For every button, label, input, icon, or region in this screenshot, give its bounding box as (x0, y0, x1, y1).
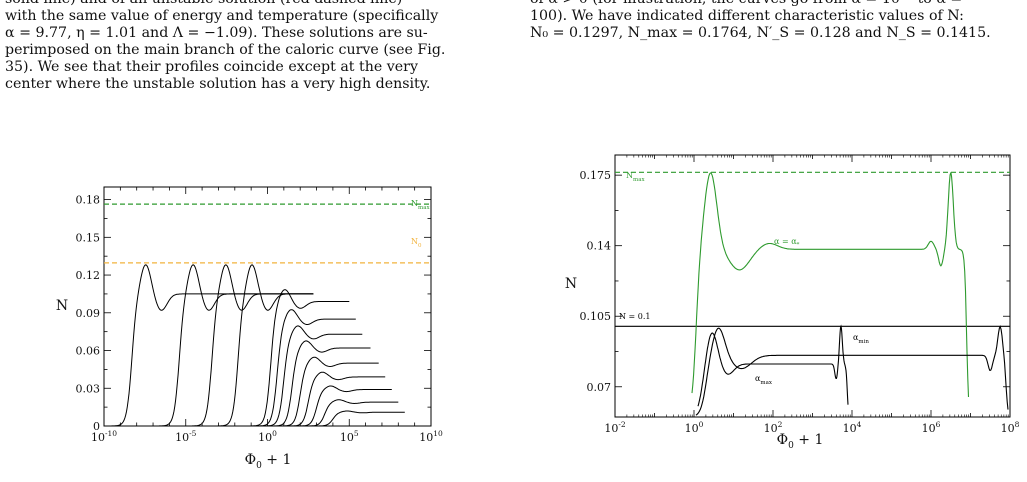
right-series (691, 172, 1009, 416)
text-line: center where the unstable solution has a… (5, 76, 431, 92)
y-tick-label: 0 (93, 420, 100, 433)
y-tick-label: 0.15 (76, 231, 101, 244)
n-equals-label: N = 0.1 (619, 312, 651, 321)
x-tick-label: 108 (1001, 420, 1020, 435)
y-tick-label: 0.14 (587, 240, 612, 253)
x-tick-label: 10-2 (604, 420, 626, 435)
text-line: solid line) and of an unstable solution … (5, 0, 489, 8)
left-ylabel: N (56, 298, 68, 314)
alpha-min-label: αmin (853, 333, 869, 345)
y-tick-label: 0.03 (76, 382, 101, 395)
right-ylabel: N (565, 276, 577, 292)
right-column-text: of α > 0 (for illustration, the curves g… (530, 0, 1020, 42)
right-plot-frame (614, 154, 1011, 418)
left-series (104, 264, 405, 427)
right-reference-lines (615, 171, 1010, 327)
text-line: N₀ = 0.1297, N_max = 0.1764, N′_S = 0.12… (530, 25, 991, 41)
y-tick-label: 0.105 (580, 310, 612, 323)
y-tick-label: 0.09 (76, 307, 101, 320)
left-reference-lines (104, 203, 431, 264)
y-tick-label: 0.175 (580, 169, 612, 182)
text-line: α = 9.77, η = 1.01 and Λ = −1.09). These… (5, 25, 428, 41)
alpha-max-label: αmax (755, 374, 773, 386)
series-line (104, 410, 405, 427)
alpha-star-label: α = α* (774, 237, 800, 248)
text-line: of α > 0 (for illustration, the curves g… (530, 0, 1020, 8)
text-line: perimposed on the main branch of the cal… (5, 42, 446, 58)
x-tick-label: 106 (922, 420, 941, 435)
series-line (691, 172, 970, 398)
y-tick-label: 0.18 (76, 194, 101, 207)
series-line (695, 325, 1009, 416)
y-tick-label: 0.06 (76, 345, 101, 358)
left-column-text: solid line) and of an unstable solution … (5, 0, 489, 93)
left-n0-label: N0 (411, 237, 422, 249)
series-line (697, 324, 849, 407)
y-tick-label: 0.12 (76, 269, 101, 282)
text-line: 100). We have indicated different charac… (530, 8, 964, 24)
text-line: 35). We see that their profiles coincide… (5, 59, 418, 75)
x-tick-label: 104 (843, 420, 862, 435)
x-tick-label: 100 (685, 420, 704, 435)
text-line: with the same value of energy and temper… (5, 8, 439, 24)
y-tick-label: 0.07 (587, 381, 612, 394)
right-xlabel: Φ0 + 1 (777, 432, 824, 451)
